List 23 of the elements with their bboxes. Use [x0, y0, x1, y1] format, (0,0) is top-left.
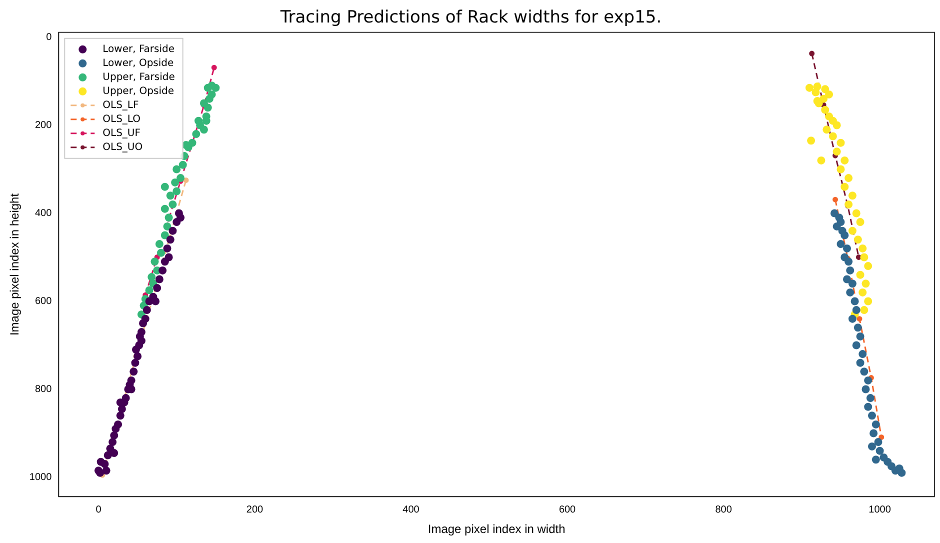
y-tick-label: 800	[34, 384, 52, 395]
x-tick-label: 0	[96, 504, 102, 516]
legend-label: Upper, Opside	[102, 86, 174, 97]
x-axis-title: Image pixel index in width	[428, 522, 566, 536]
y-tick-label: 200	[34, 120, 52, 131]
y-tick-label: 0	[46, 32, 52, 43]
legend-label: Lower, Opside	[102, 58, 174, 69]
legend-label: Lower, Farside	[102, 44, 175, 55]
x-tick-label: 400	[402, 504, 420, 516]
x-tick-label: 600	[558, 504, 576, 516]
x-tick-label: 800	[715, 504, 732, 516]
y-axis-title: Image pixel index in height	[8, 192, 22, 336]
y-tick-label: 400	[34, 208, 52, 219]
legend-label: OLS_UF	[102, 128, 141, 139]
x-tick-label: 1000	[868, 504, 892, 516]
x-tick-label: 200	[246, 504, 264, 516]
legend-label: Upper, Farside	[102, 72, 175, 83]
legend-label: OLS_LO	[102, 114, 141, 125]
y-tick-label: 600	[34, 296, 52, 307]
legend-label: OLS_UO	[102, 142, 143, 153]
chart-title: Tracing Predictions of Rack widths for exp15.	[279, 8, 662, 28]
y-tick-label: 1000	[29, 472, 52, 483]
legend-label: OLS_LF	[102, 100, 140, 111]
